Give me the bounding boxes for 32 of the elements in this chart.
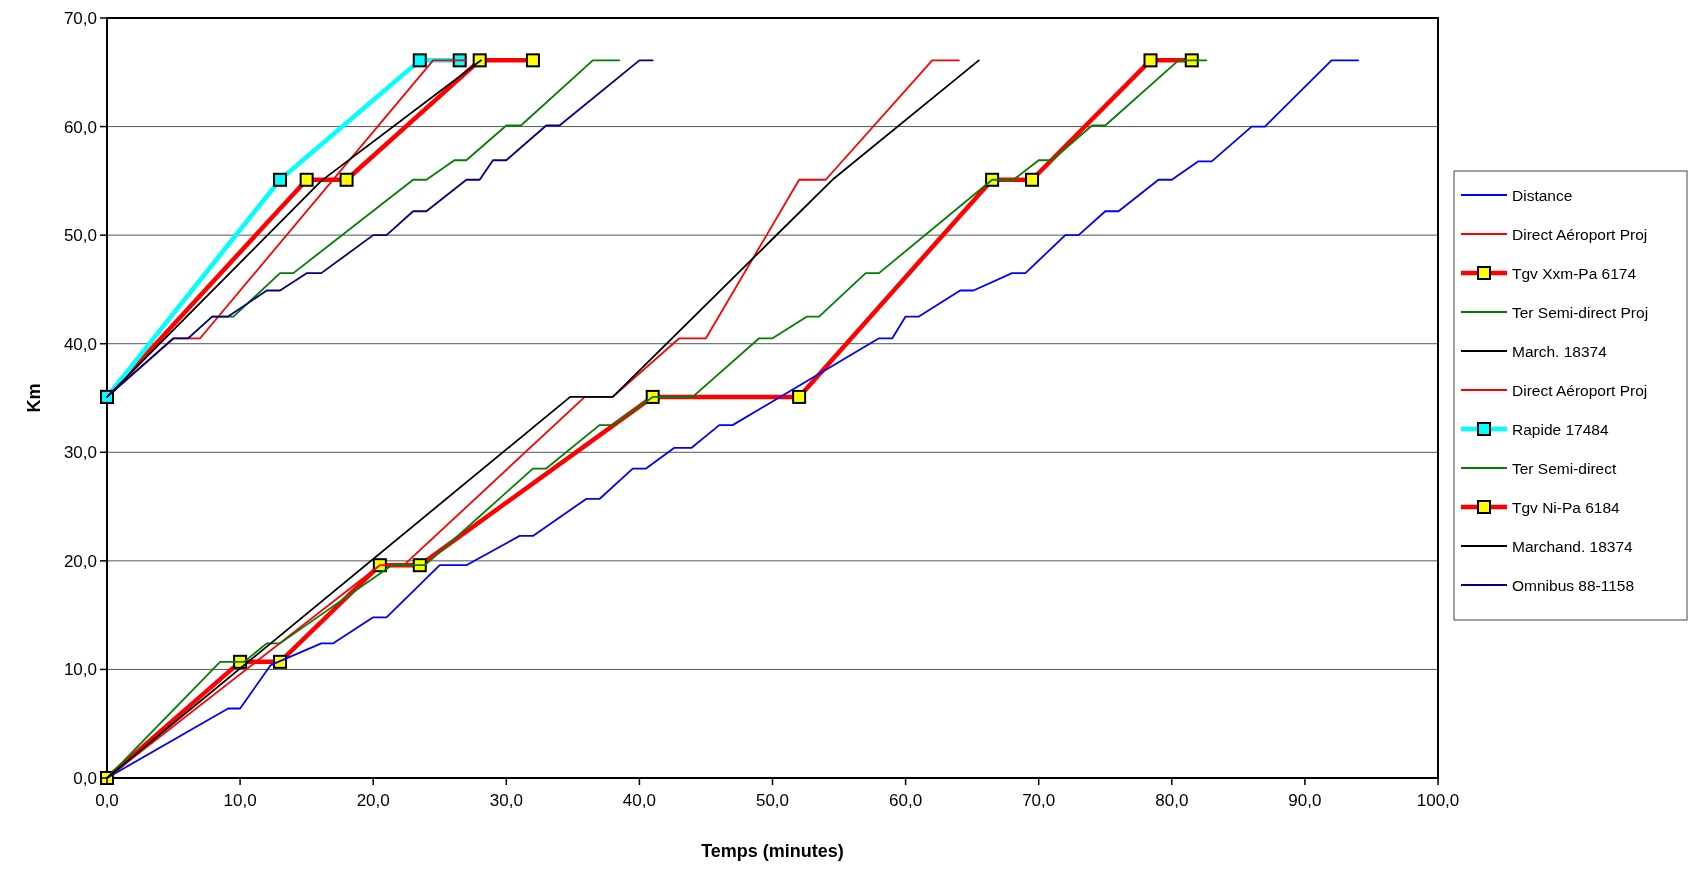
legend-label: Ter Semi-direct xyxy=(1512,460,1617,477)
x-tick-label: 50,0 xyxy=(755,791,790,810)
y-tick-label: 20,0 xyxy=(63,551,97,571)
x-tick-label: 0,0 xyxy=(95,791,119,810)
x-axis-title: Temps (minutes) xyxy=(701,841,844,861)
y-tick-label: 30,0 xyxy=(63,443,97,463)
x-tick-label: 70,0 xyxy=(1022,791,1056,810)
legend-label: Direct Aéroport Proj xyxy=(1512,382,1648,399)
legend-label: Tgv Ni-Pa 6184 xyxy=(1512,499,1621,516)
legend-label: Tgv Xxm-Pa 6174 xyxy=(1512,265,1637,282)
x-tick-label: 90,0 xyxy=(1288,791,1322,810)
x-tick-label: 80,0 xyxy=(1155,791,1189,810)
y-tick-label: 60,0 xyxy=(63,117,97,137)
y-axis-title: Km xyxy=(24,383,44,413)
legend-label: March. 18374 xyxy=(1512,343,1608,360)
legend-label: Rapide 17484 xyxy=(1512,421,1609,438)
y-tick-label: 70,0 xyxy=(63,9,97,28)
legend-label: Ter Semi-direct Proj xyxy=(1512,304,1649,321)
legend-label: Direct Aéroport Proj xyxy=(1512,226,1648,243)
x-tick-label: 40,0 xyxy=(622,791,656,810)
legend-label: Distance xyxy=(1512,187,1573,204)
x-tick-label: 60,0 xyxy=(889,791,923,810)
x-tick-label: 30,0 xyxy=(489,791,523,810)
x-tick-label: 100,0 xyxy=(1416,791,1460,810)
y-tick-label: 50,0 xyxy=(63,226,97,246)
y-tick-label: 0,0 xyxy=(73,769,97,788)
y-tick-label: 10,0 xyxy=(63,660,97,680)
legend-label: Marchand. 18374 xyxy=(1512,538,1634,555)
y-tick-label: 40,0 xyxy=(63,334,97,354)
x-tick-label: 10,0 xyxy=(223,791,257,810)
legend-label: Omnibus 88-1158 xyxy=(1512,577,1635,594)
x-tick-label: 20,0 xyxy=(356,791,390,810)
